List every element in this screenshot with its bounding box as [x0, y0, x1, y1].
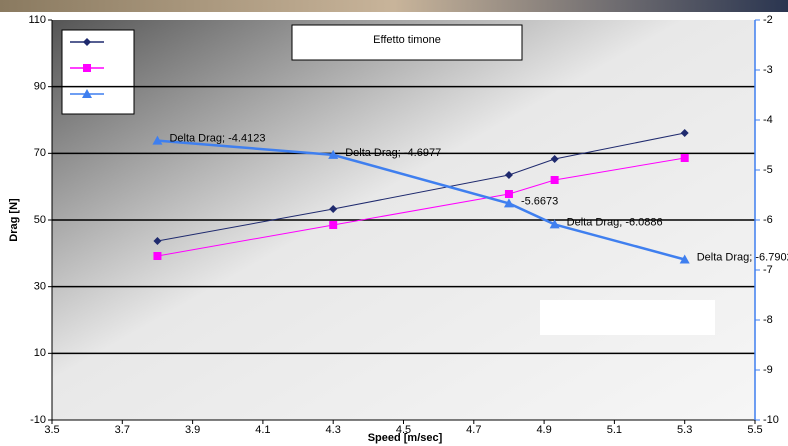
data-label: Delta Drag; -4.6977 — [345, 147, 441, 159]
data-label: -5.6673 — [521, 195, 558, 207]
legend-marker — [83, 64, 91, 72]
y-tick-label: 70 — [34, 147, 46, 159]
chart-title: Effetto timone — [373, 34, 441, 46]
photo-strip — [0, 0, 788, 12]
x-tick-label: 3.5 — [44, 424, 59, 436]
y2-tick-label: -6 — [763, 214, 773, 226]
data-point — [503, 198, 514, 208]
y2-tick-label: -10 — [763, 414, 779, 426]
data-label: Delta Drag; -6.0886 — [567, 216, 663, 228]
data-point — [153, 252, 162, 260]
data-point — [549, 219, 560, 229]
y2-tick-label: -9 — [763, 364, 773, 376]
data-point — [680, 154, 689, 162]
data-point — [550, 176, 559, 184]
x-tick-label: 4.1 — [255, 424, 270, 436]
y-tick-label: 90 — [34, 81, 46, 93]
x-tick-label: 4.7 — [466, 424, 481, 436]
x-axis-title: Speed [m/sec] — [368, 432, 443, 444]
y2-tick-label: -8 — [763, 314, 773, 326]
y-tick-label: 110 — [28, 14, 46, 26]
data-point — [329, 205, 338, 213]
data-label: Delta Drag; -6.7902 — [697, 251, 788, 263]
data-point — [328, 149, 339, 159]
data-point — [504, 190, 513, 198]
x-tick-label: 4.5 — [396, 424, 411, 436]
y-tick-label: 50 — [34, 214, 46, 226]
data-point — [329, 221, 338, 229]
data-point — [153, 237, 162, 245]
y-tick-label: -10 — [30, 414, 46, 426]
x-tick-label: 5.3 — [677, 424, 692, 436]
y2-tick-label: -7 — [763, 264, 773, 276]
y2-tick-label: -3 — [763, 64, 773, 76]
legend-marker — [83, 38, 91, 46]
data-point — [680, 129, 689, 137]
x-tick-label: 4.9 — [536, 424, 551, 436]
x-tick-label: 3.7 — [115, 424, 130, 436]
data-point — [679, 254, 690, 264]
legend — [61, 29, 135, 115]
x-tick-label: 4.3 — [326, 424, 341, 436]
y-tick-label: 10 — [34, 347, 46, 359]
title-box — [291, 24, 523, 61]
x-tick-label: 3.9 — [185, 424, 200, 436]
x-tick-label: 5.1 — [607, 424, 622, 436]
data-label: Delta Drag; -4.4123 — [169, 133, 265, 145]
legend-marker — [82, 89, 92, 98]
y2-tick-label: -4 — [763, 114, 773, 126]
x-tick-label: 5.5 — [747, 424, 762, 436]
y2-tick-label: -5 — [763, 164, 773, 176]
y-tick-label: 30 — [34, 281, 46, 293]
y-axis-title: Drag [N] — [8, 198, 20, 242]
data-point — [504, 171, 513, 179]
data-point — [550, 155, 559, 163]
data-point — [152, 135, 163, 145]
blank-patch — [540, 300, 715, 335]
y2-tick-label: -2 — [763, 14, 773, 26]
